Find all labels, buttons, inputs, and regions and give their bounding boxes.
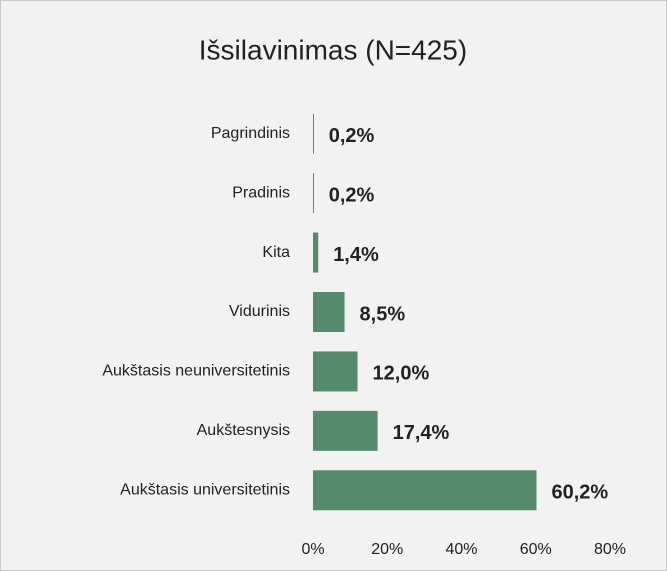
value-label: 60,2% bbox=[551, 482, 608, 504]
y-tick-label: Vidurinis bbox=[229, 303, 290, 320]
value-label: 0,2% bbox=[329, 125, 375, 147]
value-label: 12,0% bbox=[373, 363, 430, 385]
bar bbox=[313, 351, 358, 392]
y-tick-label: Aukštasis neuniversitetinis bbox=[102, 363, 290, 380]
bar bbox=[313, 232, 319, 273]
value-label: 0,2% bbox=[329, 184, 375, 206]
y-tick-label: Pagrindinis bbox=[211, 125, 290, 142]
x-tick-label: 0% bbox=[301, 541, 324, 558]
y-tick-label: Aukštesnysis bbox=[197, 422, 290, 439]
y-tick-label: Pradinis bbox=[232, 184, 290, 201]
bar bbox=[313, 173, 314, 214]
value-label: 1,4% bbox=[333, 244, 379, 266]
x-tick-label: 40% bbox=[445, 541, 477, 558]
x-tick-label: 60% bbox=[520, 541, 552, 558]
bar bbox=[313, 410, 378, 451]
bar bbox=[313, 470, 537, 511]
x-tick-label: 80% bbox=[594, 541, 626, 558]
bar bbox=[313, 113, 314, 154]
y-tick-label: Aukštasis universitetinis bbox=[120, 482, 290, 499]
x-tick-label: 20% bbox=[371, 541, 403, 558]
bar bbox=[313, 292, 345, 332]
value-label: 8,5% bbox=[360, 303, 406, 325]
value-label: 17,4% bbox=[393, 422, 450, 444]
y-tick-label: Kita bbox=[262, 244, 290, 261]
chart-title: Išsilavinimas (N=425) bbox=[199, 34, 467, 65]
